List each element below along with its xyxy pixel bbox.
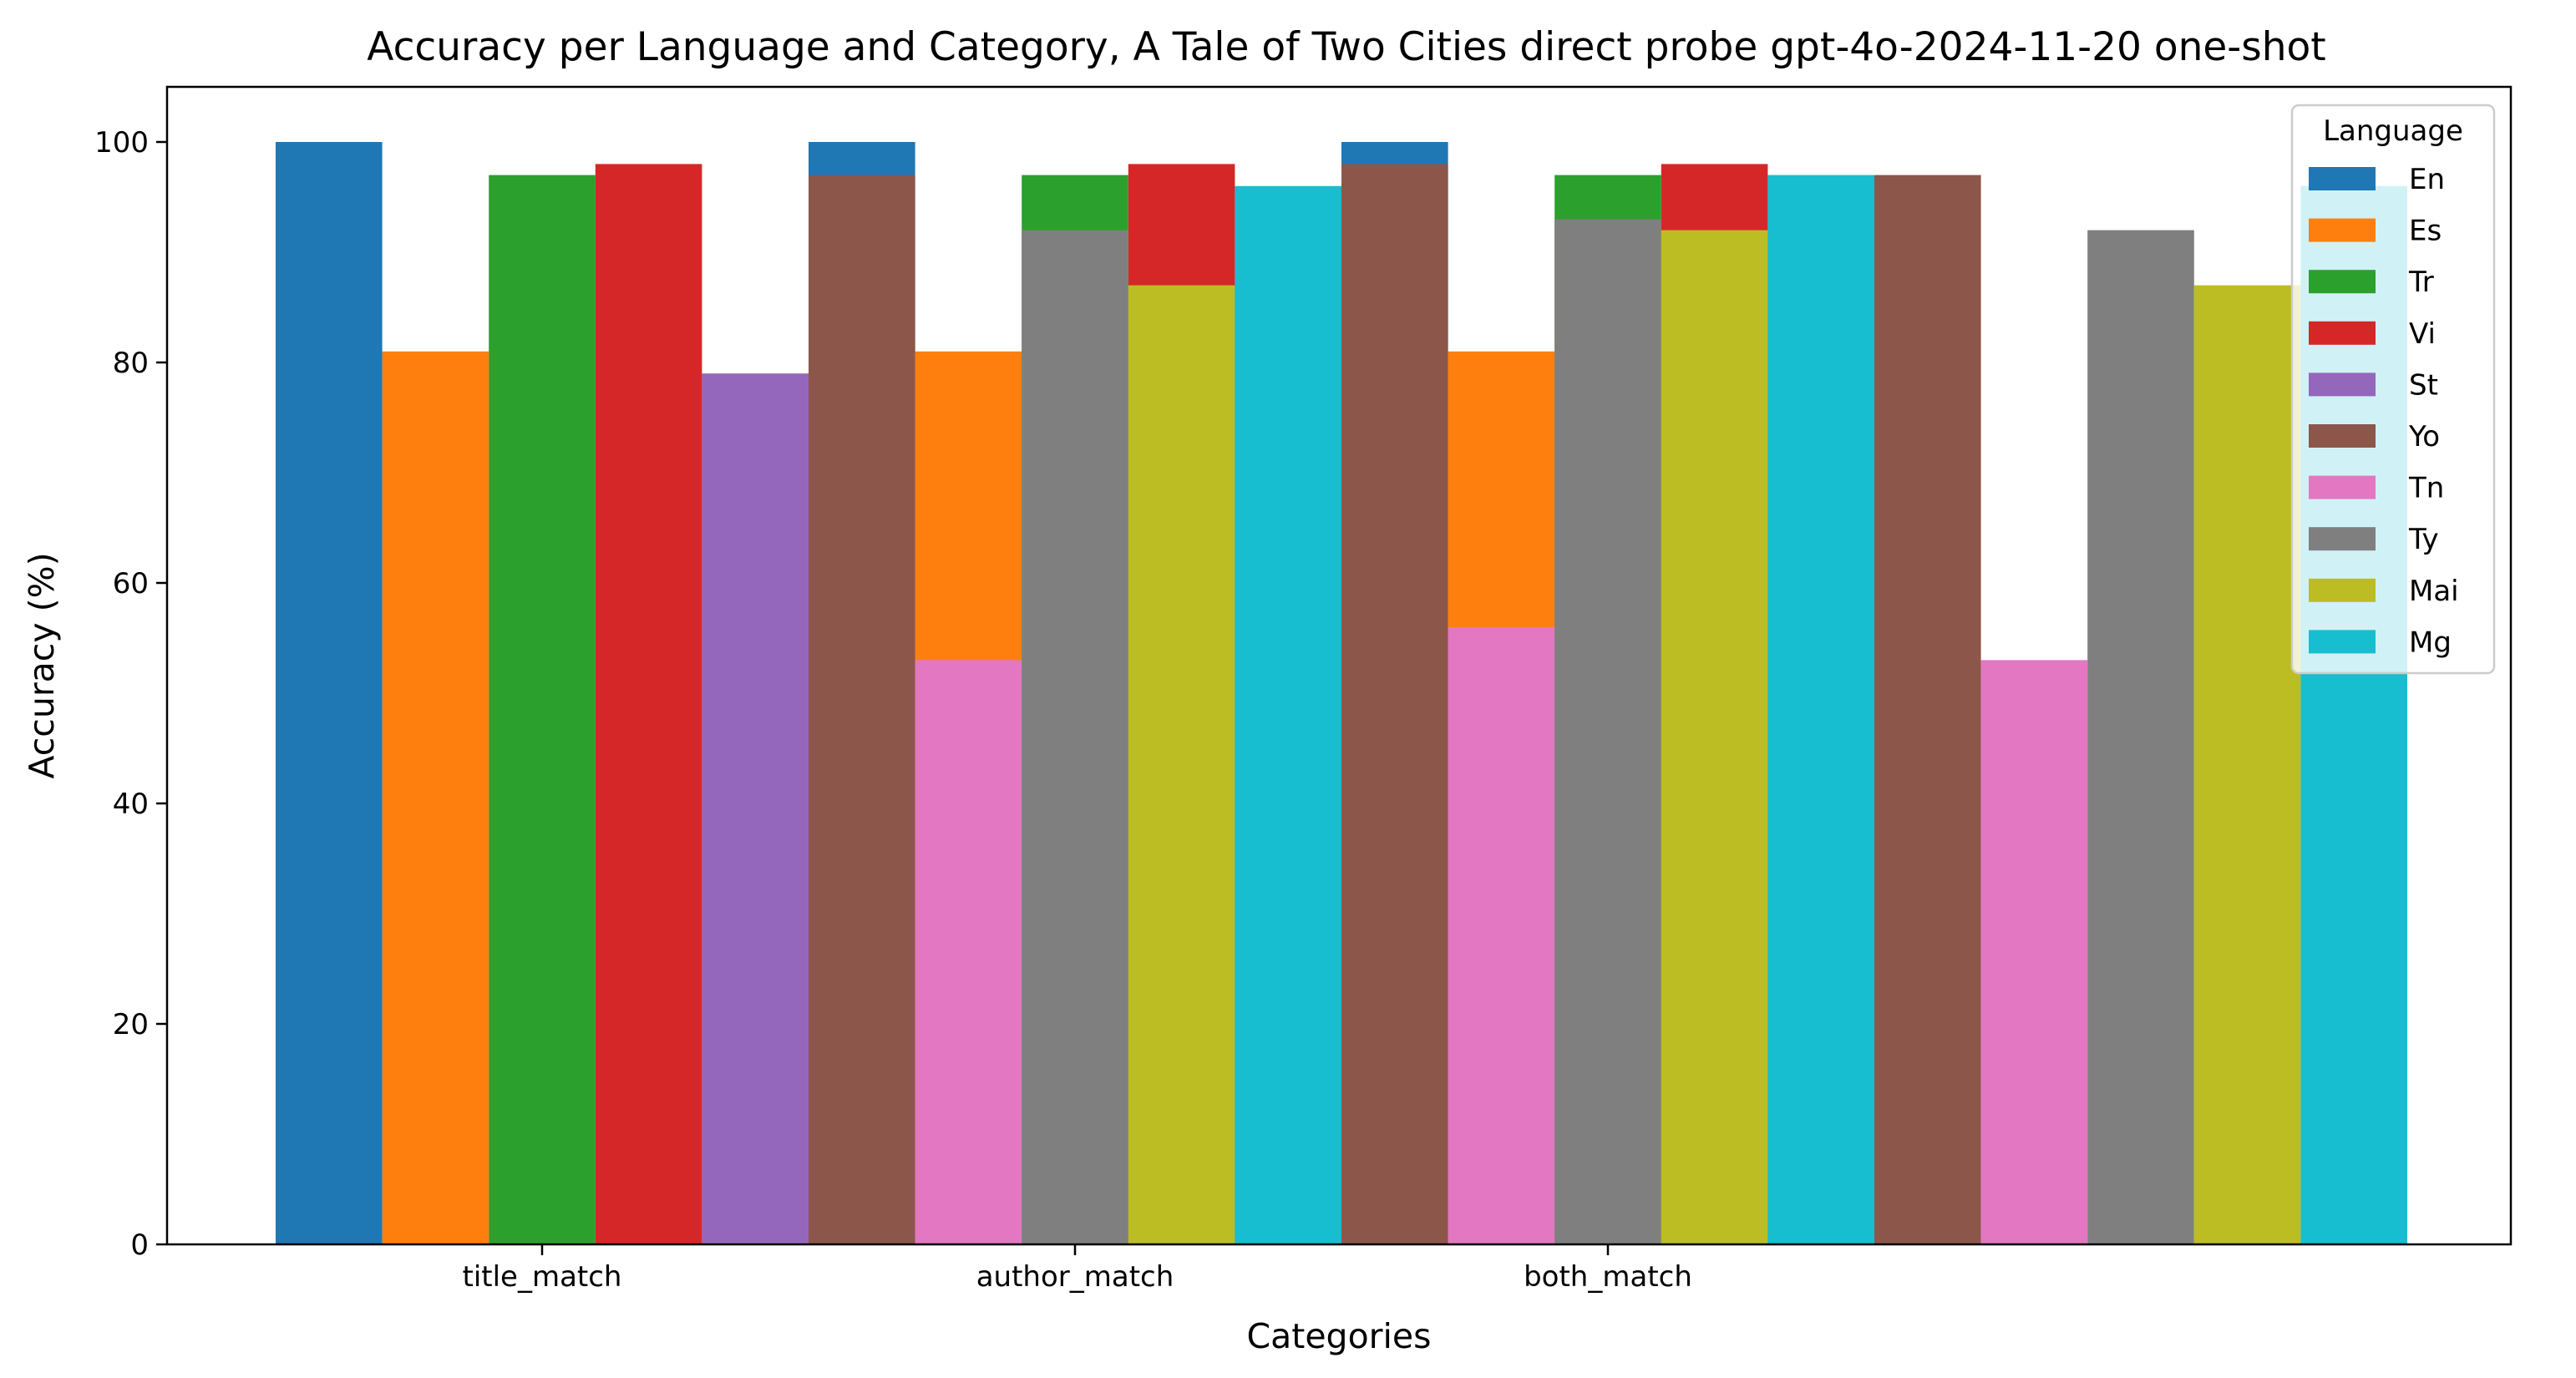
legend-label-vi: Vi bbox=[2409, 317, 2436, 351]
bar-tn-author_match bbox=[1448, 626, 1555, 1244]
bar-mg-title_match bbox=[1235, 185, 1341, 1244]
y-tick-label-0: 0 bbox=[130, 1229, 149, 1262]
legend-label-en: En bbox=[2409, 163, 2445, 196]
x-axis: title_match author_match both_match bbox=[462, 1244, 1692, 1294]
legend-label-tn: Tn bbox=[2408, 472, 2444, 505]
plot-frame bbox=[165, 85, 2513, 1246]
x-tick-label-author_match: author_match bbox=[976, 1260, 1174, 1294]
y-axis-label: Accuracy (%) bbox=[22, 552, 62, 778]
y-tick-label-20: 20 bbox=[113, 1008, 149, 1041]
bar-vi-title_match bbox=[595, 164, 702, 1244]
y-tick-label-80: 80 bbox=[113, 347, 149, 380]
bar-yo-author_match bbox=[1341, 164, 1448, 1244]
bar-mai-both_match bbox=[2193, 285, 2301, 1245]
legend-label-mg: Mg bbox=[2409, 626, 2452, 659]
legend-label-st: St bbox=[2409, 368, 2438, 402]
legend: Language En Es Tr Vi St Yo Tn Ty Mai Mg bbox=[2290, 104, 2496, 675]
legend-swatch-mai bbox=[2309, 578, 2376, 602]
x-tick-label-both_match: both_match bbox=[1524, 1260, 1692, 1294]
bar-en-title_match bbox=[276, 142, 383, 1244]
x-axis-label: Categories bbox=[1247, 1316, 1432, 1356]
legend-swatch-yo bbox=[2309, 424, 2376, 448]
bar-yo-both_match bbox=[1874, 175, 1981, 1245]
bar-mai-author_match bbox=[1661, 230, 1768, 1245]
y-tick-label-60: 60 bbox=[113, 567, 149, 600]
legend-swatch-en bbox=[2309, 167, 2376, 190]
bar-mg-author_match bbox=[1767, 175, 1874, 1245]
chart-title: Accuracy per Language and Category, A Ta… bbox=[367, 24, 2325, 70]
legend-label-es: Es bbox=[2409, 215, 2442, 248]
legend-swatch-vi bbox=[2309, 321, 2376, 345]
bar-ty-both_match bbox=[2087, 230, 2194, 1245]
y-tick-label-100: 100 bbox=[94, 126, 149, 160]
legend-swatch-st bbox=[2309, 372, 2376, 397]
legend-label-mai: Mai bbox=[2409, 575, 2459, 608]
bar-tn-title_match bbox=[915, 660, 1022, 1244]
legend-label-ty: Ty bbox=[2408, 523, 2439, 556]
bar-st-title_match bbox=[702, 373, 809, 1245]
bars-layer bbox=[276, 142, 2407, 1245]
legend-swatch-tr bbox=[2309, 270, 2376, 294]
legend-label-yo: Yo bbox=[2408, 420, 2440, 453]
legend-title: Language bbox=[2323, 114, 2463, 148]
legend-swatch-ty bbox=[2309, 527, 2376, 551]
bar-mai-title_match bbox=[1128, 285, 1235, 1245]
legend-swatch-mg bbox=[2309, 630, 2376, 654]
legend-label-tr: Tr bbox=[2408, 266, 2434, 299]
bar-tr-title_match bbox=[489, 175, 596, 1245]
legend-items: En Es Tr Vi St Yo Tn Ty Mai Mg bbox=[2309, 163, 2459, 659]
x-tick-label-title_match: title_match bbox=[462, 1260, 621, 1294]
legend-swatch-tn bbox=[2309, 475, 2376, 499]
bar-ty-title_match bbox=[1022, 230, 1128, 1245]
y-axis: 0 20 40 60 80 100 bbox=[94, 126, 167, 1262]
bar-tn-both_match bbox=[1980, 660, 2088, 1244]
bar-ty-author_match bbox=[1554, 219, 1661, 1244]
bar-es-title_match bbox=[382, 351, 489, 1244]
y-tick-label-40: 40 bbox=[113, 788, 149, 821]
bar-yo-title_match bbox=[809, 175, 915, 1245]
legend-swatch-es bbox=[2309, 218, 2376, 242]
